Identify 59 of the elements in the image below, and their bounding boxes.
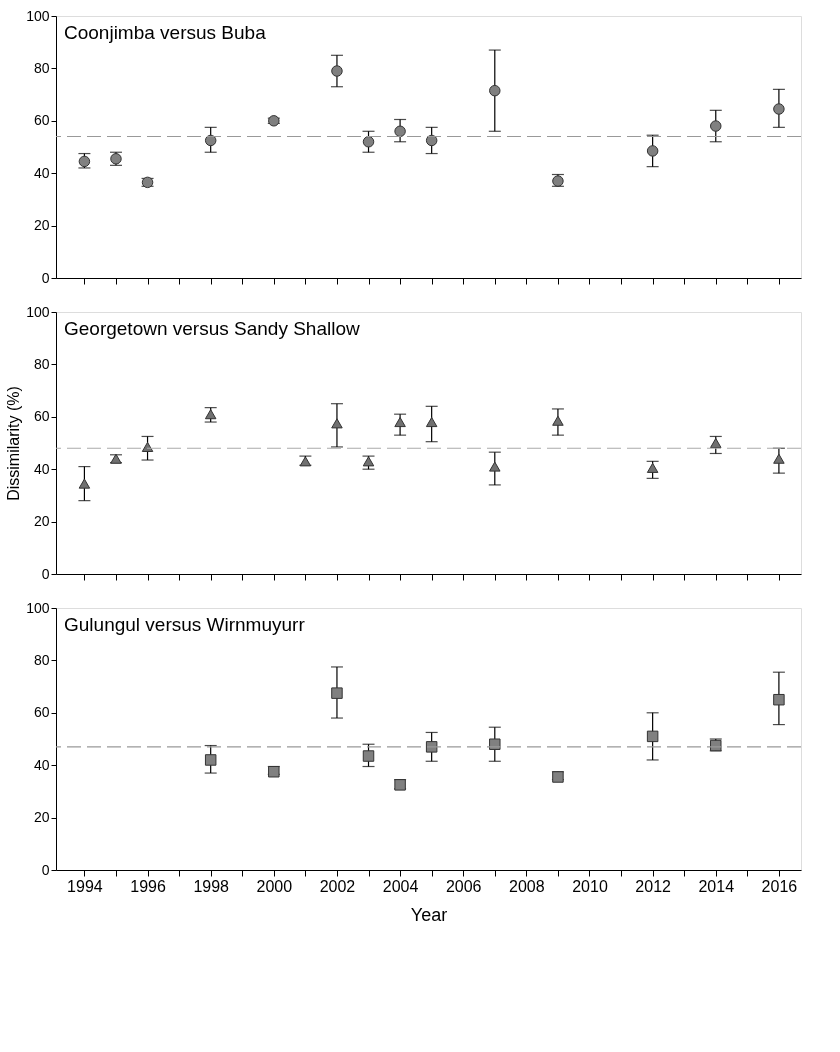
y-tick-label: 60 xyxy=(33,704,50,721)
point xyxy=(646,145,659,157)
point xyxy=(710,437,722,449)
x-tick-label: 1994 xyxy=(67,877,103,895)
point xyxy=(141,441,154,452)
point xyxy=(204,134,217,147)
x-tick-label: 1996 xyxy=(130,877,166,895)
point xyxy=(710,120,722,132)
x-tick-label: 2008 xyxy=(509,877,545,895)
point xyxy=(773,693,785,706)
point xyxy=(646,462,659,473)
y-tick-label: 80 xyxy=(33,355,50,372)
x-tick-label: 2010 xyxy=(572,877,608,895)
point xyxy=(394,417,406,428)
point xyxy=(773,103,785,115)
x-tick-label: 1998 xyxy=(193,877,230,895)
point xyxy=(773,453,785,464)
point xyxy=(425,417,438,428)
y-tick-label: 40 xyxy=(33,164,50,181)
point xyxy=(78,478,91,489)
point xyxy=(362,136,375,148)
y-tick-label: 40 xyxy=(33,460,50,477)
point xyxy=(425,134,438,147)
y-tick-label: 20 xyxy=(33,217,50,234)
x-tick-label: 2002 xyxy=(319,877,356,895)
chart-title: Gulungul versus Wirnmuyurr xyxy=(64,614,306,635)
point xyxy=(552,415,564,426)
point xyxy=(394,125,406,138)
y-tick-label: 0 xyxy=(41,861,50,878)
x-tick-label: 2016 xyxy=(761,877,798,895)
y-tick-label: 20 xyxy=(33,513,50,530)
x-axis-title: Year xyxy=(410,904,448,925)
y-tick-label: 40 xyxy=(33,756,50,773)
chart-title: Coonjimba versus Buba xyxy=(64,22,267,43)
x-tick-label: 2006 xyxy=(445,877,482,895)
point xyxy=(331,418,343,429)
point xyxy=(362,750,375,762)
y-tick-label: 80 xyxy=(33,59,50,76)
y-tick-label: 80 xyxy=(33,651,50,668)
y-axis-title: Dissimilarity (%) xyxy=(5,386,23,501)
point xyxy=(204,754,217,766)
x-tick-label: 2014 xyxy=(698,877,735,895)
y-tick-label: 60 xyxy=(33,408,50,425)
point xyxy=(331,65,343,77)
point xyxy=(331,687,343,699)
y-tick-label: 20 xyxy=(33,809,50,826)
y-tick-label: 100 xyxy=(26,303,50,320)
x-tick-label: 2004 xyxy=(382,877,419,895)
point xyxy=(489,84,501,97)
x-tick-label: 2000 xyxy=(256,877,293,895)
y-tick-label: 60 xyxy=(33,112,50,129)
point xyxy=(489,461,501,472)
point xyxy=(646,730,659,743)
y-tick-label: 100 xyxy=(26,599,50,616)
y-tick-label: 100 xyxy=(26,7,50,24)
y-tick-label: 0 xyxy=(41,269,50,286)
chart-title: Georgetown versus Sandy Shallow xyxy=(64,318,360,339)
y-tick-label: 0 xyxy=(41,565,50,582)
x-tick-label: 2012 xyxy=(635,877,672,895)
